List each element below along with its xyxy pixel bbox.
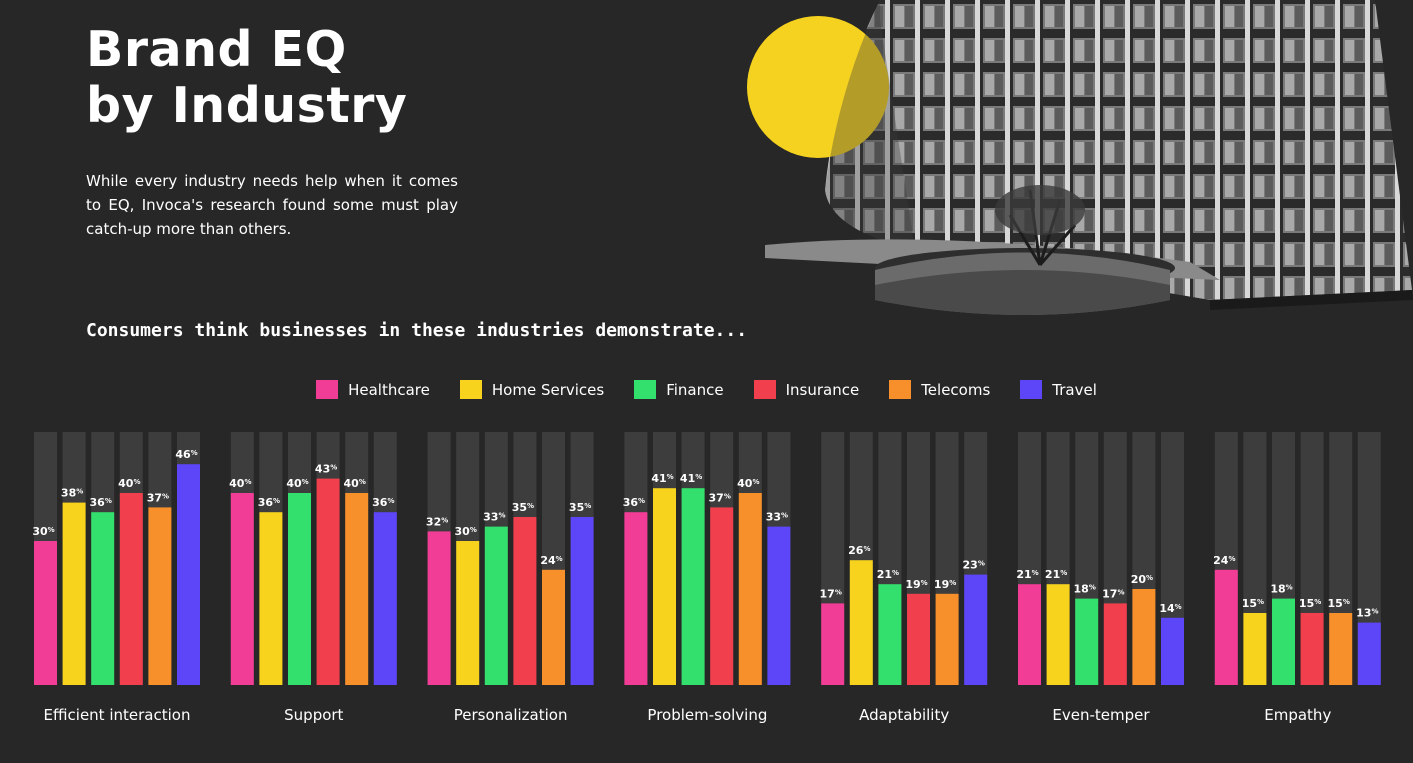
bar <box>1161 617 1184 685</box>
bar <box>821 603 845 685</box>
bar-group-empathy: 24%15%18%15% 15%13%Empathy <box>1213 432 1381 724</box>
legend-swatch <box>753 380 776 399</box>
legend-swatch <box>889 380 912 399</box>
category-label: Even-temper <box>1052 706 1150 724</box>
bar <box>907 593 930 685</box>
building-facade <box>825 0 1412 300</box>
bar <box>542 569 565 685</box>
building-photo <box>747 0 1413 315</box>
legend-swatch <box>1020 380 1043 399</box>
bar-group-problem-solving: 36%41% 41%37%40%33%Problem-solving <box>623 432 791 724</box>
bar <box>484 526 508 685</box>
bar <box>62 502 86 685</box>
bar <box>456 541 480 685</box>
bar <box>1272 598 1295 685</box>
bar <box>177 464 200 685</box>
bar <box>681 488 705 685</box>
bar <box>288 493 311 685</box>
legend-label: Travel <box>1052 380 1097 399</box>
legend-swatch <box>316 380 339 399</box>
bar <box>259 512 283 685</box>
bar <box>91 512 115 685</box>
bar-group-adaptability: 17%26%21%19% 19%23%Adaptability <box>820 432 988 724</box>
bar <box>710 507 734 685</box>
bar <box>148 507 172 685</box>
legend-item-travel: Travel <box>1020 380 1097 399</box>
category-label: Empathy <box>1264 706 1331 724</box>
title-line-2: by Industry <box>86 77 408 134</box>
bar-track <box>1357 432 1381 685</box>
legend-item-home-services: Home Services <box>459 380 605 399</box>
legend-item-healthcare: Healthcare <box>316 380 430 399</box>
title-line-1: Brand EQ <box>86 21 347 78</box>
chart-legend: Healthcare Home Services Finance Insurance T… <box>0 380 1413 399</box>
bar <box>1357 622 1381 685</box>
bar <box>1018 584 1041 685</box>
bar <box>427 531 451 685</box>
bar <box>1243 613 1267 685</box>
category-label: Adaptability <box>859 706 949 724</box>
bar <box>1300 613 1324 685</box>
bar <box>1132 589 1156 685</box>
category-label: Personalization <box>454 706 568 724</box>
bar-group-efficient-interaction: 30%38%36%40%37%46%Efficient interaction <box>32 432 200 724</box>
bar <box>316 478 340 685</box>
bar <box>230 493 254 685</box>
intro-text: While every industry needs help when it … <box>86 172 458 238</box>
bar <box>570 517 594 685</box>
bar <box>878 584 902 685</box>
bar <box>849 560 873 685</box>
bar-group-personalization: 32%30%33%35%24%35%Personalization <box>426 432 594 724</box>
bar <box>1103 603 1127 685</box>
bar <box>653 488 676 685</box>
legend-label: Finance <box>666 380 724 399</box>
category-label: Efficient interaction <box>44 706 191 724</box>
bar <box>1075 598 1099 685</box>
bar <box>624 512 648 685</box>
category-label: Problem-solving <box>647 706 767 724</box>
bar <box>964 574 988 685</box>
legend-label: Insurance <box>785 380 860 399</box>
bar <box>345 493 369 685</box>
bar <box>1214 569 1238 685</box>
legend-swatch <box>459 380 482 399</box>
bar-group-even-temper: 21% 21%18% 17%20%14%Even-temper <box>1016 432 1184 724</box>
bar <box>1329 613 1353 685</box>
bar-group-support: 40%36%40%43%40%36%Support <box>229 432 397 724</box>
bar <box>767 526 791 685</box>
legend-swatch <box>634 380 657 399</box>
legend-item-finance: Finance <box>634 380 724 399</box>
bar <box>935 593 959 685</box>
legend-item-telecoms: Telecoms <box>889 380 990 399</box>
legend-label: Healthcare <box>348 380 430 399</box>
sun-circle <box>747 16 889 158</box>
bar <box>513 517 537 685</box>
bar-chart-svg: 30%38%36%40%37%46%Efficient interaction4… <box>32 432 1381 724</box>
building-illustration <box>740 0 1413 345</box>
legend-label: Home Services <box>491 380 605 399</box>
bar <box>738 493 762 685</box>
bar <box>34 541 57 685</box>
bar <box>119 493 143 685</box>
bar <box>373 512 397 685</box>
chart-subtitle: Consumers think businesses in these indu… <box>86 320 748 341</box>
category-label: Support <box>284 706 343 724</box>
legend-label: Telecoms <box>921 380 991 399</box>
bar-chart: 30% 38% 36% 40% 37% 46% Efficient interaction 4… <box>0 420 1413 750</box>
legend-item-insurance: Insurance <box>753 380 860 399</box>
bar <box>1046 584 1070 685</box>
page-title: Brand EQ by Industry <box>86 22 407 134</box>
